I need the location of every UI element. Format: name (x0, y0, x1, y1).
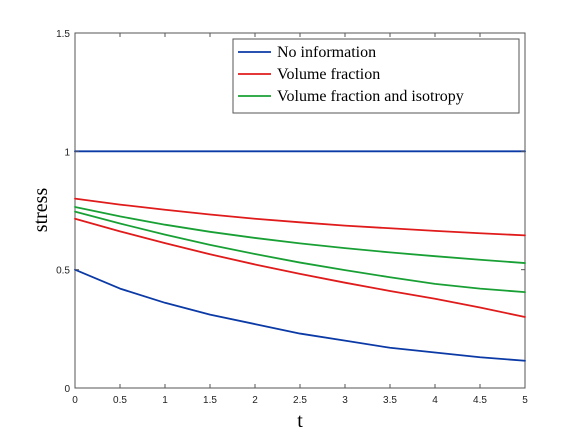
legend-label-2: Volume fraction (277, 66, 380, 83)
legend: No information Volume fraction Volume frac… (232, 38, 520, 114)
x-tick-label: 0 (72, 395, 78, 406)
legend-items: No information Volume fraction Volume frac… (238, 44, 464, 105)
y-tick-label: 1.5 (56, 29, 70, 40)
x-tick-label: 1.5 (203, 395, 217, 406)
x-tick-label: 4 (432, 395, 438, 406)
series-line-3 (74, 197, 526, 237)
legend-label-1: No information (277, 44, 376, 61)
series-line-4 (74, 217, 526, 318)
series-line-6 (74, 210, 526, 294)
y-axis-ticks: 0 0.5 1 1.5 (56, 29, 525, 395)
series-line-2 (74, 268, 526, 362)
x-axis-ticks: 0 0.5 1 1.5 2 2.5 3 3.5 4 4.5 5 (72, 33, 528, 406)
y-tick-label: 0 (64, 384, 70, 395)
x-tick-label: 4.5 (473, 395, 487, 406)
x-tick-label: 3.5 (383, 395, 397, 406)
y-tick-label: 0.5 (56, 266, 70, 277)
y-axis-title: stress (30, 188, 52, 233)
series-line-5 (74, 206, 526, 264)
x-tick-label: 5 (522, 395, 528, 406)
x-tick-label: 3 (342, 395, 348, 406)
x-axis-title: t (297, 410, 303, 432)
legend-box (232, 38, 520, 114)
x-tick-label: 2 (252, 395, 258, 406)
y-tick-label: 1 (64, 147, 70, 158)
x-tick-label: 2.5 (293, 395, 307, 406)
series-layer (74, 150, 526, 362)
x-tick-label: 0.5 (113, 395, 127, 406)
x-tick-label: 1 (162, 395, 168, 406)
legend-label-3: Volume fraction and isotropy (277, 88, 464, 105)
